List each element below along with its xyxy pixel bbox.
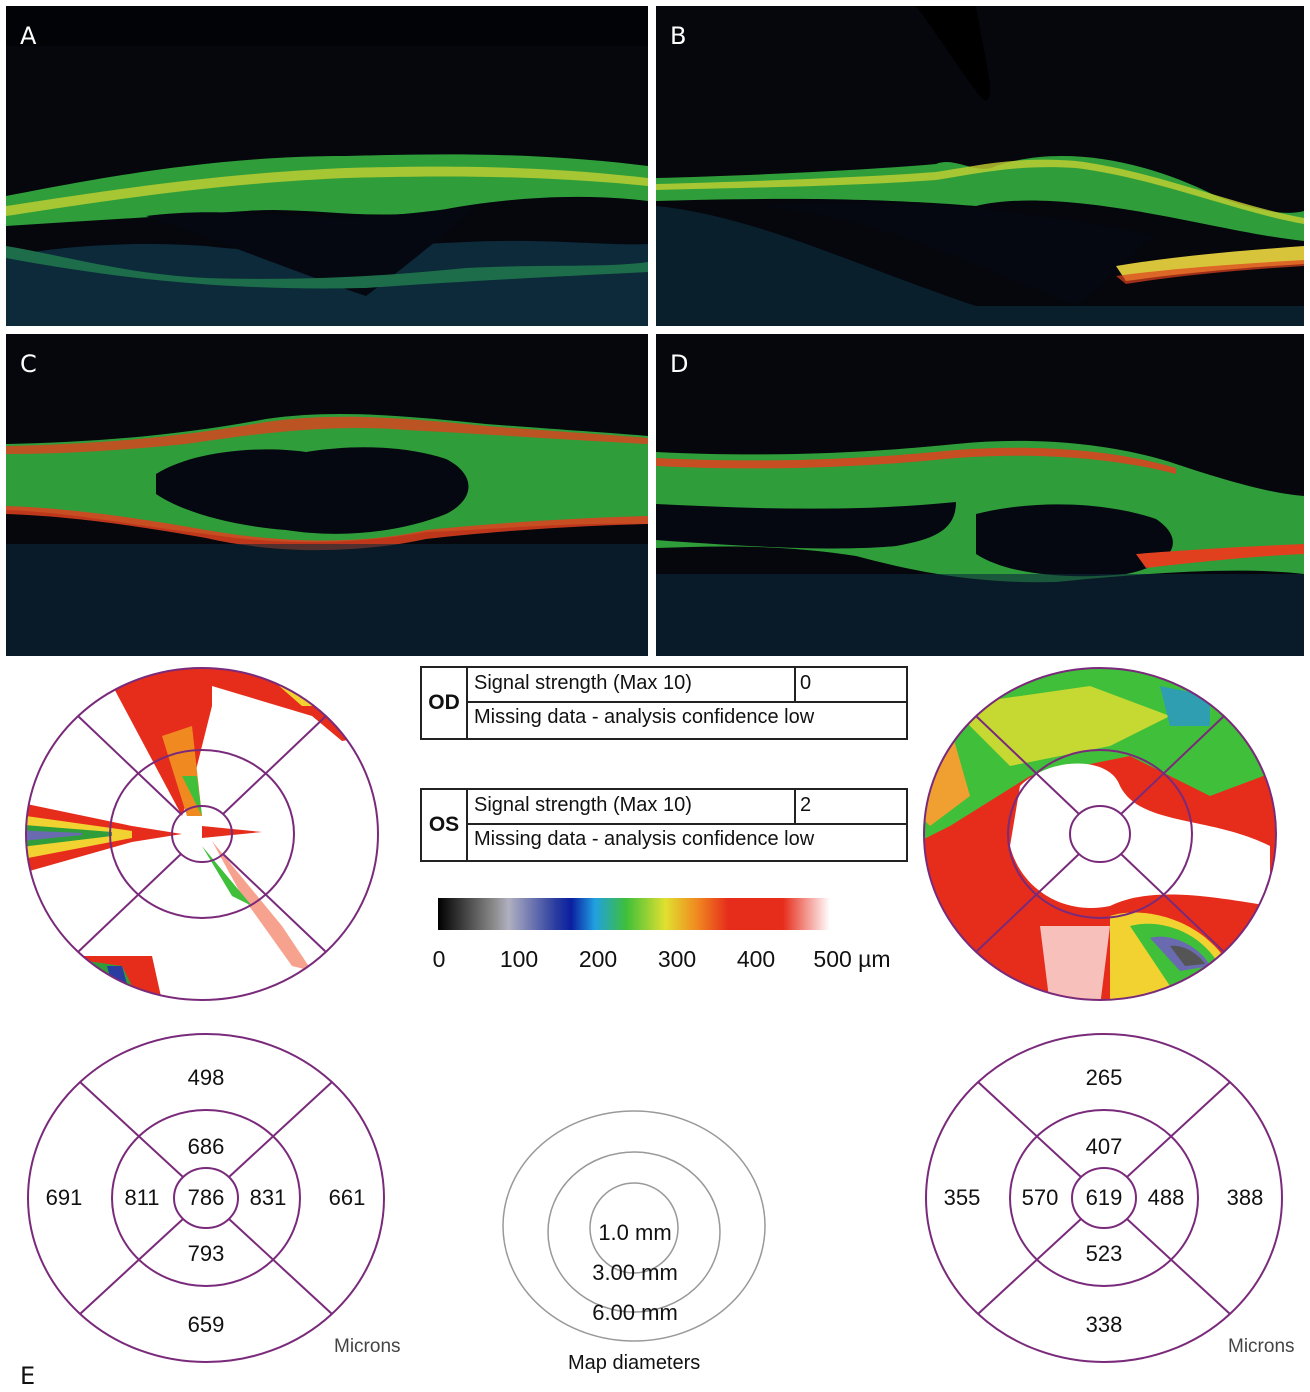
os-outer-temporal: 355 bbox=[943, 1185, 981, 1210]
color-scale-bar bbox=[438, 898, 830, 930]
panel-label-c: C bbox=[20, 350, 37, 378]
diameter-middle-label: 3.00 mm bbox=[592, 1260, 678, 1285]
scale-tick-100: 100 bbox=[499, 946, 539, 972]
panel-label-a: A bbox=[20, 22, 37, 50]
od-inner-superior: 686 bbox=[187, 1134, 225, 1159]
os-signal-value: 2 bbox=[794, 790, 906, 823]
od-units-label: Microns bbox=[334, 1336, 401, 1357]
os-note: Missing data - analysis confidence low bbox=[474, 828, 815, 850]
figure-label-e: E bbox=[20, 1362, 36, 1390]
od-outer-inferior: 659 bbox=[187, 1312, 225, 1337]
os-info-box: OS Signal strength (Max 10) 2 Missing da… bbox=[420, 788, 908, 862]
od-outer-temporal: 691 bbox=[45, 1185, 83, 1210]
od-inner-inferior: 793 bbox=[187, 1241, 225, 1266]
oct-scan-c: C bbox=[6, 334, 648, 656]
scale-tick-500: 500 µm bbox=[813, 946, 891, 972]
oct-scan-a-image bbox=[6, 6, 648, 326]
os-outer-inferior: 338 bbox=[1085, 1312, 1123, 1337]
os-signal-row: Signal strength (Max 10) 2 bbox=[468, 790, 906, 825]
oct-scan-b-image bbox=[656, 6, 1304, 326]
scale-tick-400: 400 bbox=[736, 946, 776, 972]
panel-label-d: D bbox=[670, 350, 689, 378]
os-etdrs-grid bbox=[925, 1033, 1283, 1363]
od-center: 786 bbox=[187, 1185, 225, 1210]
od-eye-label: OD bbox=[422, 668, 468, 738]
os-inner-superior: 407 bbox=[1085, 1134, 1123, 1159]
od-signal-row: Signal strength (Max 10) 0 bbox=[468, 668, 906, 703]
oct-scan-d: D bbox=[656, 334, 1304, 656]
os-signal-label: Signal strength (Max 10) bbox=[474, 794, 692, 816]
os-outer-nasal: 388 bbox=[1226, 1185, 1264, 1210]
os-inner-inferior: 523 bbox=[1085, 1241, 1123, 1266]
oct-scan-a: A bbox=[6, 6, 648, 326]
od-etdrs-grid bbox=[27, 1033, 385, 1363]
od-signal-value: 0 bbox=[794, 668, 906, 701]
oct-scan-c-image bbox=[6, 414, 648, 656]
od-info-box: OD Signal strength (Max 10) 0 Missing da… bbox=[420, 666, 908, 740]
scale-tick-200: 200 bbox=[578, 946, 618, 972]
od-signal-label: Signal strength (Max 10) bbox=[474, 672, 692, 694]
panel-label-b: B bbox=[670, 22, 687, 50]
scale-tick-0: 0 bbox=[432, 946, 446, 972]
od-outer-superior: 498 bbox=[187, 1065, 225, 1090]
od-note: Missing data - analysis confidence low bbox=[474, 706, 815, 728]
map-diameters-caption: Map diameters bbox=[568, 1352, 701, 1374]
od-inner-nasal: 831 bbox=[249, 1185, 287, 1210]
os-eye-label: OS bbox=[422, 790, 468, 860]
diameter-outer-label: 6.00 mm bbox=[592, 1300, 678, 1325]
diameter-inner-label: 1.0 mm bbox=[598, 1220, 672, 1245]
os-center: 619 bbox=[1085, 1185, 1123, 1210]
od-inner-temporal: 811 bbox=[124, 1185, 160, 1210]
os-thickness-map bbox=[923, 667, 1277, 1001]
scale-tick-300: 300 bbox=[657, 946, 697, 972]
oct-scan-d-image bbox=[656, 440, 1304, 656]
od-thickness-map bbox=[25, 667, 379, 1001]
os-outer-superior: 265 bbox=[1085, 1065, 1123, 1090]
os-inner-nasal: 488 bbox=[1147, 1185, 1185, 1210]
os-units-label: Microns bbox=[1228, 1336, 1295, 1357]
od-outer-nasal: 661 bbox=[328, 1185, 366, 1210]
os-inner-temporal: 570 bbox=[1021, 1185, 1059, 1210]
map-diameters-diagram bbox=[502, 1110, 766, 1342]
oct-scan-b: B bbox=[656, 6, 1304, 326]
